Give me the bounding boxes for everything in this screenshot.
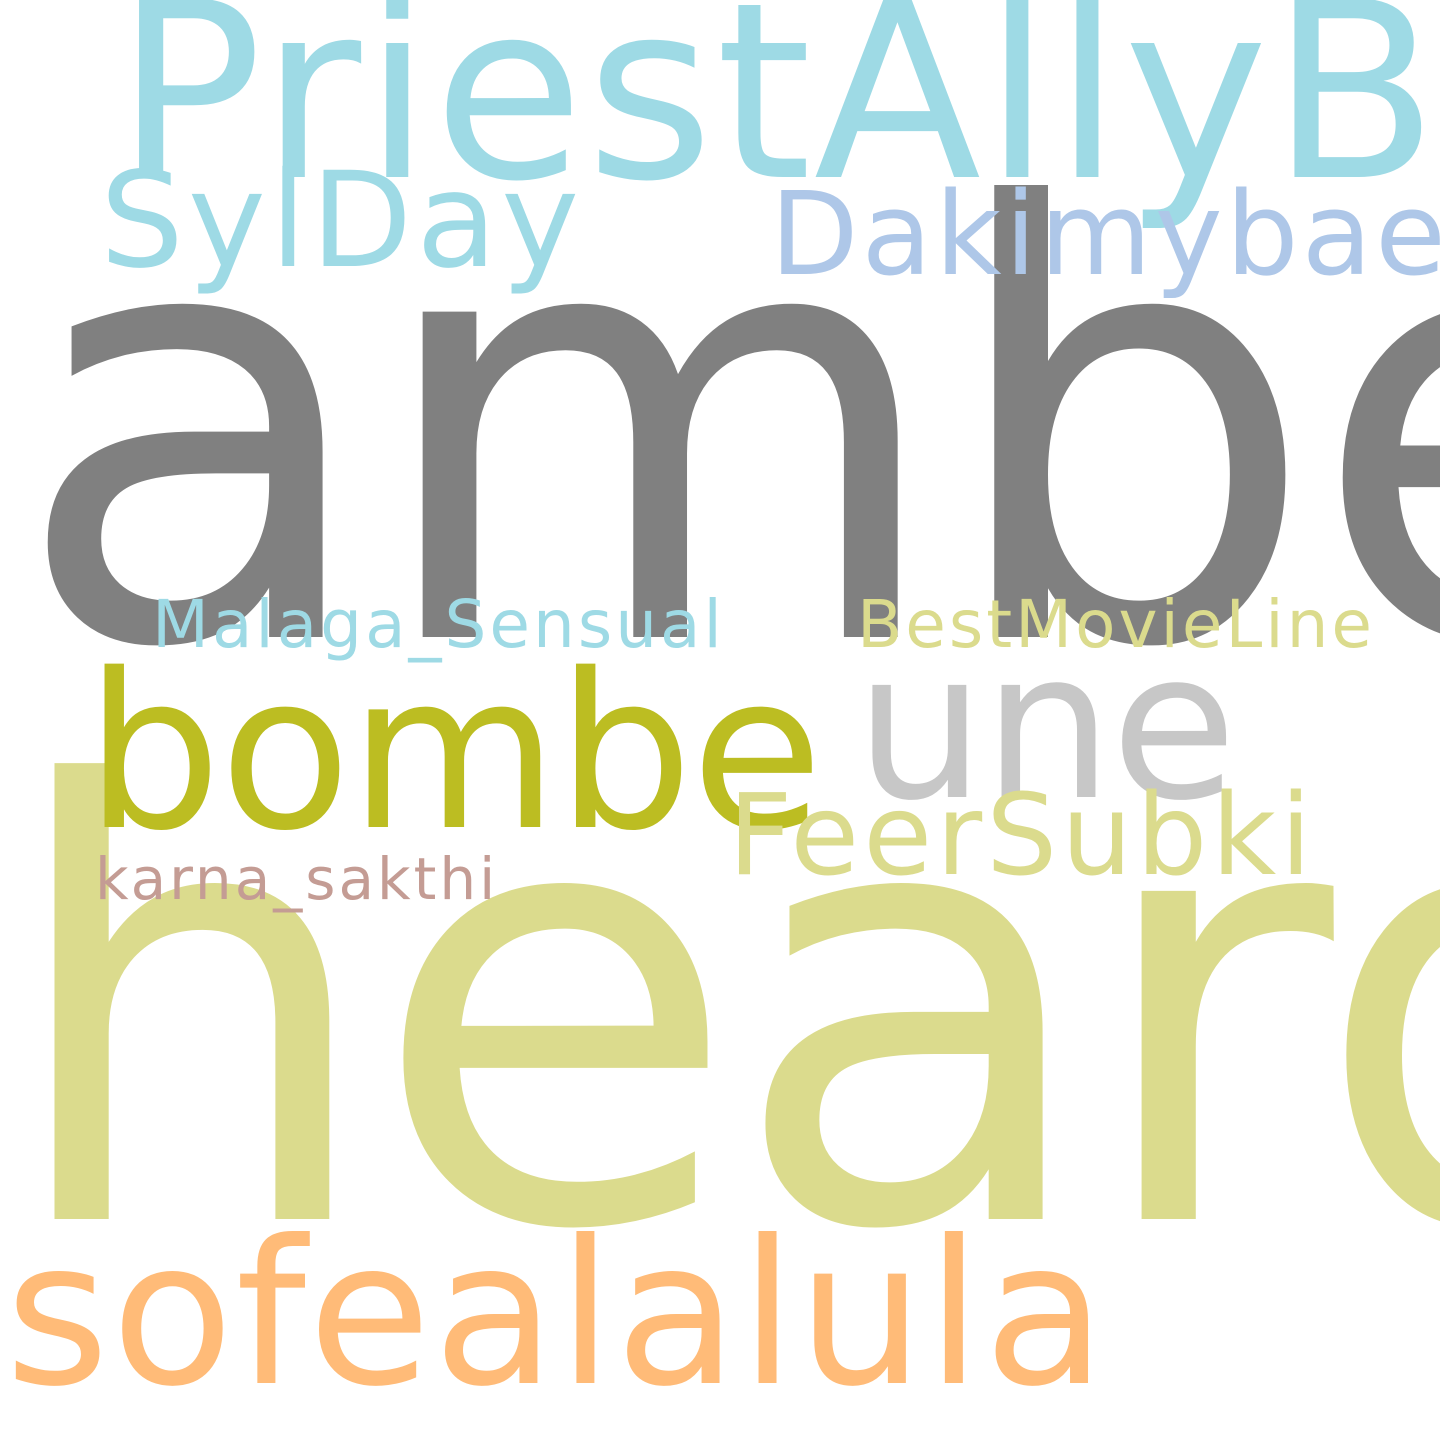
word-dakimybae: Dakimybae [770,168,1440,302]
word-heard: heard [0,662,1440,1361]
word-une: une [855,608,1237,846]
word-bestmovieline: BestMovieLine [857,586,1376,663]
word-priestallyb: PriestAllyB [115,0,1440,235]
word-karna-sakthi: karna_sakthi [95,845,499,913]
word-bombe: bombe [85,627,823,878]
word-amber: amber [12,86,1440,778]
word-feersubki: FeerSubki [728,771,1316,901]
word-malaga-sensual: Malaga_Sensual [152,586,725,663]
word-sofealalula: sofealalula [5,1198,1109,1431]
word-sylday: SylDay [100,144,584,298]
